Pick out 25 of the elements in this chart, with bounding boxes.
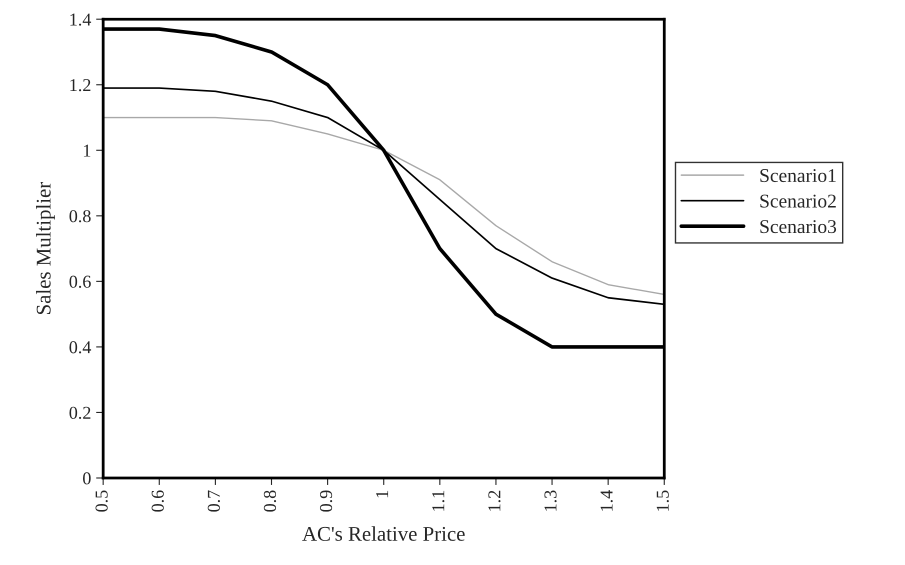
x-axis-title: AC's Relative Price (302, 526, 465, 541)
x-tick-label: 1.5 (656, 490, 669, 511)
x-tick-label: 0.5 (96, 490, 108, 512)
line-series (103, 116, 664, 296)
x-tick-label: 1.2 (488, 490, 501, 511)
y-tick-label: 0.6 (69, 276, 91, 288)
legend-label: Scenario3 (760, 220, 836, 234)
y-tick-label: 1.4 (70, 14, 92, 26)
x-tick-label: 1.4 (600, 490, 613, 511)
y-axis-title: Sales Multiplier (36, 182, 55, 314)
x-tick-label: 1.1 (432, 490, 444, 511)
x-tick-label: 0.7 (208, 490, 220, 512)
x-tick-label: 0.6 (152, 490, 164, 512)
y-tick-label: 1 (84, 144, 90, 157)
legend-label: Scenario1 (760, 169, 836, 182)
legend-label: Scenario2 (760, 194, 836, 208)
x-tick-label: 0.9 (320, 490, 332, 512)
y-tick-label: 0.8 (69, 210, 91, 222)
y-tick-label: 0 (83, 472, 91, 484)
x-tick-label: 1.3 (544, 490, 557, 511)
y-tick-label: 0.2 (69, 406, 90, 419)
y-tick-label: 1.2 (70, 79, 90, 92)
y-tick-label: 0.4 (69, 341, 92, 354)
x-tick-label: 0.8 (264, 490, 276, 512)
x-tick-label: 1 (376, 490, 388, 498)
